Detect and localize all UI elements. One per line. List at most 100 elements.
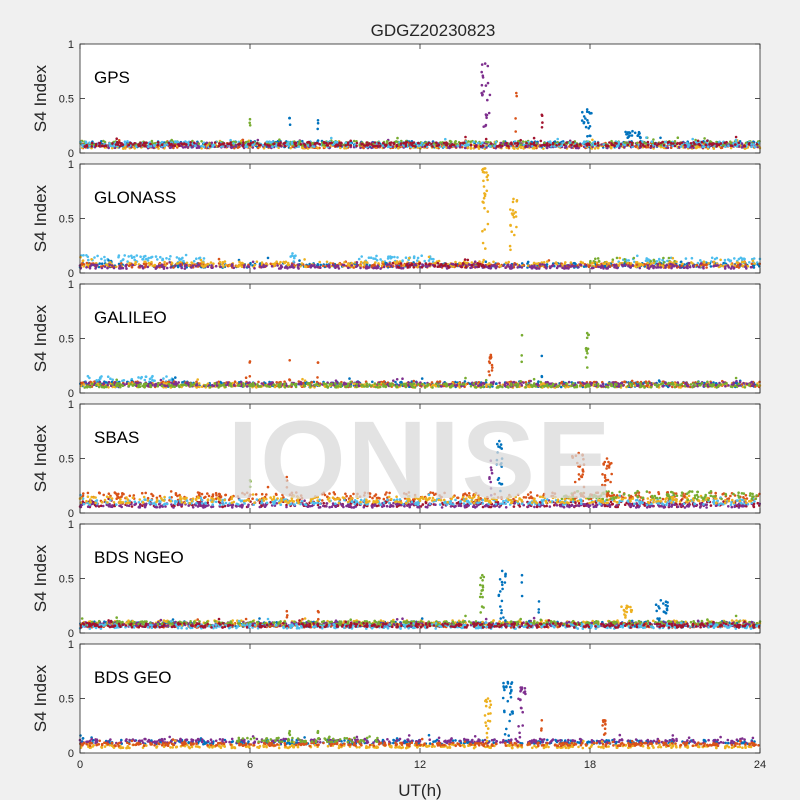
data-point: [724, 145, 727, 148]
data-point: [599, 266, 603, 269]
data-point: [570, 143, 573, 147]
data-point: [428, 263, 431, 266]
data-point: [106, 375, 110, 379]
data-point: [143, 378, 147, 382]
data-point: [211, 144, 214, 147]
data-point: [213, 141, 217, 144]
data-point: [301, 139, 304, 143]
data-point: [114, 143, 118, 146]
data-point: [483, 62, 487, 65]
data-point: [470, 266, 474, 269]
data-point: [156, 143, 160, 147]
data-point: [294, 144, 298, 148]
data-point: [359, 266, 362, 270]
data-point: [117, 139, 121, 142]
data-point: [514, 130, 517, 133]
data-point: [218, 142, 221, 145]
data-point: [753, 262, 756, 265]
data-point: [316, 119, 320, 122]
data-point: [511, 200, 515, 204]
data-point: [722, 261, 725, 265]
data-point: [463, 141, 466, 144]
data-point: [719, 264, 723, 268]
data-point: [88, 266, 92, 270]
data-point: [514, 263, 517, 266]
data-point: [502, 264, 505, 268]
data-point: [337, 267, 341, 270]
data-point: [679, 145, 683, 148]
data-point: [282, 260, 286, 264]
data-point: [463, 258, 467, 261]
data-point: [107, 146, 110, 150]
data-point: [255, 142, 259, 145]
data-point: [185, 261, 189, 265]
data-point: [364, 266, 368, 270]
data-point: [724, 265, 727, 269]
data-point: [412, 266, 416, 269]
data-point: [627, 259, 630, 262]
data-point: [221, 142, 224, 146]
data-point: [480, 63, 484, 66]
data-point: [288, 123, 292, 126]
data-point: [224, 144, 227, 148]
data-point: [715, 145, 718, 148]
data-point: [645, 257, 648, 260]
data-point: [399, 142, 403, 145]
data-point: [537, 267, 541, 270]
data-point: [82, 265, 86, 268]
data-point: [671, 256, 675, 260]
data-point: [486, 174, 490, 177]
data-point: [484, 247, 487, 250]
data-point: [293, 256, 296, 260]
data-point: [696, 139, 700, 143]
data-point: [435, 141, 438, 144]
data-point: [360, 255, 364, 258]
data-point: [420, 254, 424, 257]
data-point: [452, 263, 455, 266]
data-point: [510, 141, 513, 144]
data-point: [363, 260, 367, 264]
data-point: [524, 144, 528, 148]
data-point: [636, 254, 639, 258]
data-point: [245, 145, 249, 149]
y-tick-label: 1: [68, 39, 74, 51]
data-point: [379, 258, 382, 261]
data-point: [596, 257, 600, 260]
data-point: [616, 266, 619, 270]
data-point: [469, 140, 473, 144]
data-point: [90, 141, 94, 145]
data-point: [436, 261, 440, 265]
data-point: [646, 264, 650, 267]
data-point: [279, 260, 282, 264]
data-point: [715, 142, 718, 146]
data-point: [200, 140, 203, 143]
data-point: [502, 140, 505, 143]
data-point: [609, 146, 613, 150]
data-point: [200, 264, 204, 267]
data-point: [137, 143, 140, 147]
data-point: [175, 256, 179, 259]
data-point: [464, 135, 467, 139]
data-point: [365, 143, 369, 147]
data-point: [485, 189, 489, 193]
data-point: [746, 265, 750, 268]
data-point: [649, 260, 653, 263]
data-point: [98, 262, 101, 265]
data-point: [482, 179, 485, 183]
data-point: [284, 260, 288, 264]
data-point: [427, 255, 431, 259]
data-point: [339, 141, 343, 145]
data-point: [410, 262, 414, 266]
data-point: [514, 117, 517, 120]
data-point: [470, 263, 474, 267]
data-point: [439, 141, 442, 144]
data-point: [481, 74, 485, 77]
data-point: [162, 265, 166, 269]
data-point: [481, 144, 485, 147]
data-point: [719, 258, 722, 262]
data-point: [712, 260, 716, 264]
data-point: [649, 144, 653, 148]
data-point: [174, 376, 177, 379]
data-point: [226, 142, 230, 146]
